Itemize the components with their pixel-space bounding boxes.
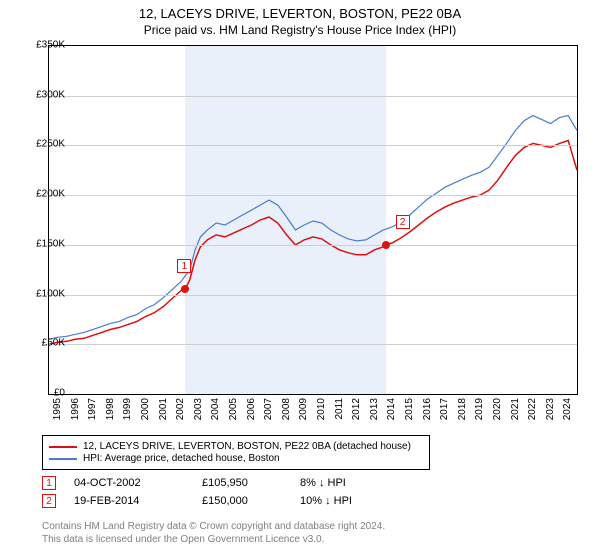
footnote-line2: This data is licensed under the Open Gov… (42, 533, 385, 546)
x-tick-label: 2006 (246, 398, 257, 438)
y-tick-label: £350K (36, 40, 65, 51)
x-tick-label: 2022 (527, 398, 538, 438)
series-line-hpi (49, 116, 577, 340)
gridline (49, 145, 577, 146)
title-block: 12, LACEYS DRIVE, LEVERTON, BOSTON, PE22… (0, 0, 600, 37)
title-subtitle: Price paid vs. HM Land Registry's House … (0, 23, 600, 37)
x-tick-label: 2005 (228, 398, 239, 438)
y-tick-label: £300K (36, 89, 65, 100)
sale-marker-dot (382, 241, 390, 249)
y-tick-label: £0 (54, 388, 65, 399)
x-tick-label: 1995 (52, 398, 63, 438)
y-tick-label: £250K (36, 139, 65, 150)
x-tick-label: 2014 (386, 398, 397, 438)
x-tick-label: 2019 (474, 398, 485, 438)
x-tick-label: 2015 (404, 398, 415, 438)
legend-row: HPI: Average price, detached house, Bost… (49, 453, 423, 464)
chart-plot-area: 12 (48, 45, 578, 395)
sale-date: 04-OCT-2002 (74, 477, 184, 489)
x-tick-label: 2001 (158, 398, 169, 438)
x-tick-label: 2023 (545, 398, 556, 438)
sale-date: 19-FEB-2014 (74, 495, 184, 507)
legend-swatch-hpi (49, 458, 77, 460)
x-tick-label: 2018 (457, 398, 468, 438)
chart-lines-svg (49, 46, 577, 394)
x-tick-label: 1997 (87, 398, 98, 438)
x-tick-label: 2008 (281, 398, 292, 438)
sale-row: 2 19-FEB-2014 £150,000 10% ↓ HPI (42, 494, 390, 508)
gridline (49, 344, 577, 345)
x-tick-label: 2017 (439, 398, 450, 438)
x-tick-label: 2021 (510, 398, 521, 438)
x-tick-label: 2009 (298, 398, 309, 438)
sale-delta: 10% ↓ HPI (300, 495, 390, 507)
x-tick-label: 1999 (122, 398, 133, 438)
y-tick-label: £100K (36, 288, 65, 299)
x-tick-label: 2012 (351, 398, 362, 438)
x-tick-label: 2003 (193, 398, 204, 438)
sale-delta: 8% ↓ HPI (300, 477, 390, 489)
x-tick-label: 2004 (210, 398, 221, 438)
y-tick-label: £150K (36, 238, 65, 249)
legend-swatch-property (49, 446, 77, 448)
x-tick-label: 2011 (334, 398, 345, 438)
sale-marker-label: 2 (396, 215, 410, 229)
x-tick-label: 2024 (562, 398, 573, 438)
sale-price: £150,000 (202, 495, 282, 507)
x-tick-label: 2002 (175, 398, 186, 438)
gridline (49, 245, 577, 246)
sale-marker-box: 2 (42, 494, 56, 508)
gridline (49, 295, 577, 296)
legend-label-property: 12, LACEYS DRIVE, LEVERTON, BOSTON, PE22… (83, 441, 411, 452)
x-tick-label: 2007 (263, 398, 274, 438)
y-tick-label: £200K (36, 189, 65, 200)
x-tick-label: 2020 (492, 398, 503, 438)
footnote: Contains HM Land Registry data © Crown c… (42, 520, 385, 546)
gridline (49, 195, 577, 196)
y-tick-label: £50K (42, 338, 65, 349)
x-tick-label: 2000 (140, 398, 151, 438)
x-tick-label: 1998 (105, 398, 116, 438)
gridline (49, 96, 577, 97)
sale-marker-label: 1 (177, 259, 191, 273)
sale-table: 1 04-OCT-2002 £105,950 8% ↓ HPI 2 19-FEB… (42, 476, 390, 512)
sale-price: £105,950 (202, 477, 282, 489)
chart-container: 12, LACEYS DRIVE, LEVERTON, BOSTON, PE22… (0, 0, 600, 560)
x-tick-label: 2013 (369, 398, 380, 438)
title-address: 12, LACEYS DRIVE, LEVERTON, BOSTON, PE22… (0, 6, 600, 21)
sale-marker-dot (181, 285, 189, 293)
x-tick-label: 2010 (316, 398, 327, 438)
legend-row: 12, LACEYS DRIVE, LEVERTON, BOSTON, PE22… (49, 441, 423, 452)
x-tick-label: 2016 (422, 398, 433, 438)
legend-label-hpi: HPI: Average price, detached house, Bost… (83, 453, 280, 464)
sale-marker-box: 1 (42, 476, 56, 490)
x-tick-label: 1996 (70, 398, 81, 438)
legend-box: 12, LACEYS DRIVE, LEVERTON, BOSTON, PE22… (42, 435, 430, 470)
sale-row: 1 04-OCT-2002 £105,950 8% ↓ HPI (42, 476, 390, 490)
series-line-property (49, 141, 577, 345)
footnote-line1: Contains HM Land Registry data © Crown c… (42, 520, 385, 533)
